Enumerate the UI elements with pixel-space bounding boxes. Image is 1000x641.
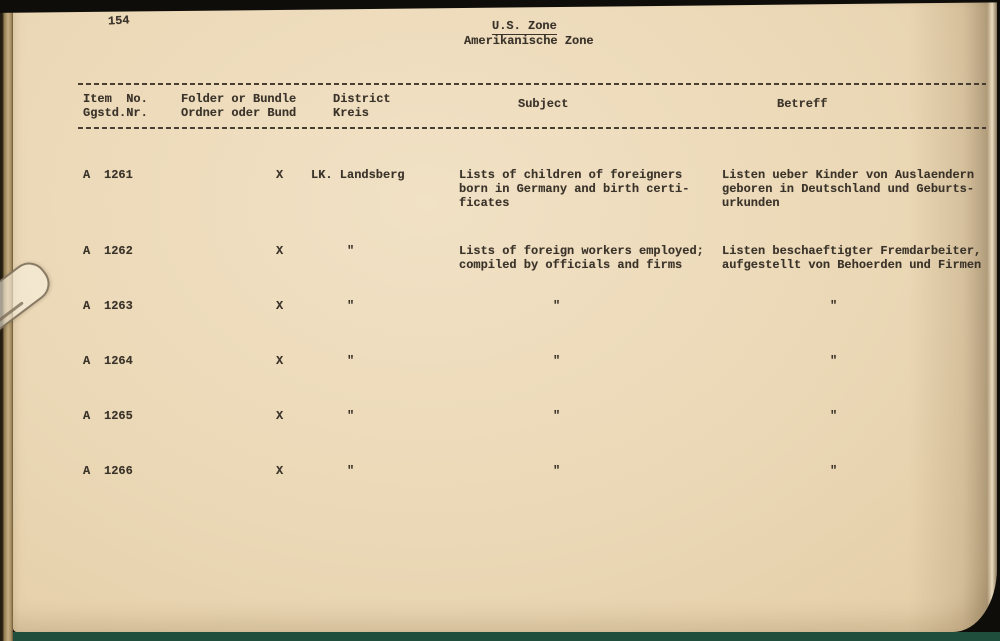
header-betreff: Betreff [777,97,828,111]
page-number: 154 [107,13,130,29]
cell-subject: " [553,464,561,478]
cell-item-no: 1261 [104,168,133,182]
table-rule-top [78,83,986,85]
cell-subject: Lists of children of foreigners born in … [459,168,690,210]
cell-item-no: 1264 [104,354,133,368]
cell-folder-mark: X [276,409,284,423]
scan-backdrop-strip [8,632,1000,641]
header-district-de: Kreis [333,106,370,120]
cell-series: A [83,244,91,258]
cell-subject: Lists of foreign workers employed; compi… [459,244,704,272]
cell-district: " [347,299,355,313]
table-rule-bottom [78,127,986,129]
header-district-en: District [333,92,391,106]
cell-folder-mark: X [276,299,284,313]
cell-betreff: Listen ueber Kinder von Auslaendern gebo… [722,168,975,210]
cell-folder-mark: X [276,168,284,182]
cell-series: A [83,299,91,313]
paper-page [13,0,997,632]
cell-district: " [347,244,355,258]
cell-item-no: 1265 [104,409,133,423]
header-item-no-de: Ggstd.Nr. [83,106,148,120]
cell-district: " [347,409,355,423]
cell-betreff: " [830,409,838,423]
page-subtitle: Amerikanische Zone [464,34,594,48]
cell-district: " [347,354,355,368]
cell-subject: " [553,299,561,313]
cell-folder-mark: X [276,244,284,258]
cell-folder-mark: X [276,464,284,478]
cell-betreff: " [830,464,838,478]
page-title: U.S. Zone [492,19,557,35]
cell-series: A [83,168,91,182]
header-folder-en: Folder or Bundle [181,92,297,106]
header-folder-de: Ordner oder Bund [181,106,297,120]
header-subject: Subject [518,97,569,111]
cell-betreff: Listen beschaeftigter Fremdarbeiter, auf… [722,244,982,272]
cell-item-no: 1263 [104,299,133,313]
cell-series: A [83,464,91,478]
header-item-no-en: Item No. [83,92,148,106]
cell-district: LK. Landsberg [311,168,405,182]
cell-series: A [83,354,91,368]
cell-subject: " [553,354,561,368]
cell-district: " [347,464,355,478]
cell-item-no: 1266 [104,464,133,478]
cell-series: A [83,409,91,423]
cell-betreff: " [830,299,838,313]
cell-betreff: " [830,354,838,368]
cell-folder-mark: X [276,354,284,368]
cell-item-no: 1262 [104,244,133,258]
cell-subject: " [553,409,561,423]
